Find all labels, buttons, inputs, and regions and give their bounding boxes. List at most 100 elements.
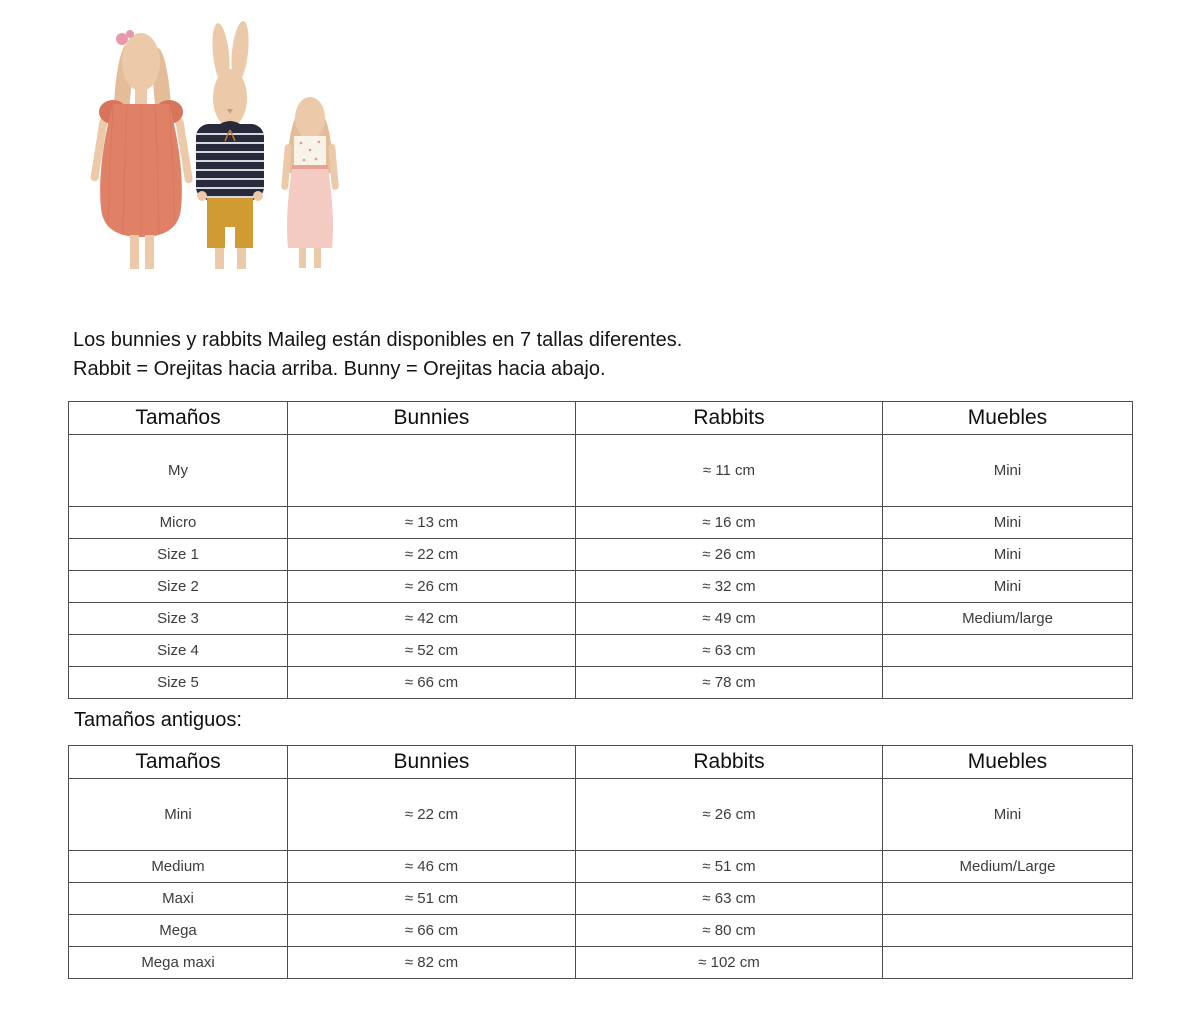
table-cell: Mini xyxy=(882,506,1133,539)
doll-head xyxy=(122,33,160,91)
doll-arm xyxy=(90,117,108,182)
table-cell: ≈ 66 cm xyxy=(287,914,576,947)
table-row: Mini ≈ 22 cm ≈ 26 cm Mini xyxy=(68,778,1133,851)
table-row: Size 5 ≈ 66 cm ≈ 78 cm xyxy=(68,666,1133,699)
doll-hand xyxy=(197,191,207,201)
table-cell: ≈ 78 cm xyxy=(575,666,883,699)
doll-arm xyxy=(328,143,339,190)
doll-head xyxy=(295,97,325,139)
old-size-table: Tamaños Bunnies Rabbits Muebles Mini ≈ 22 cm… xyxy=(68,745,1133,979)
table-cell: Medium xyxy=(68,850,288,883)
flower-icon xyxy=(126,30,134,38)
table-cell: Size 2 xyxy=(68,570,288,603)
table-row: My ≈ 11 cm Mini xyxy=(68,434,1133,507)
intro-line-2: Rabbit = Orejitas hacia arriba. Bunny = … xyxy=(73,358,606,380)
table-row: Size 2 ≈ 26 cm ≈ 32 cm Mini xyxy=(68,570,1133,603)
table-cell: Size 1 xyxy=(68,538,288,571)
doll-leg xyxy=(145,235,154,269)
table-row: Size 1 ≈ 22 cm ≈ 26 cm Mini xyxy=(68,538,1133,571)
table-cell: Mini xyxy=(882,570,1133,603)
striped-hoodie xyxy=(196,124,264,200)
table-row: Mega ≈ 66 cm ≈ 80 cm xyxy=(68,914,1133,947)
size-table: Tamaños Bunnies Rabbits Muebles My ≈ 11 cm Mi… xyxy=(68,401,1133,699)
header-row: Tamaños Bunnies Rabbits Muebles xyxy=(68,745,1133,779)
column-header: Tamaños xyxy=(68,745,288,779)
medium-rabbit-doll xyxy=(196,21,264,269)
intro-line-1: Los bunnies y rabbits Maileg están dispo… xyxy=(73,329,683,351)
doll-leg xyxy=(299,248,306,268)
table-cell: Mini xyxy=(68,778,288,851)
column-header: Muebles xyxy=(882,401,1133,435)
table-cell: Size 4 xyxy=(68,634,288,667)
floral-dots xyxy=(299,140,321,162)
old-sizes-heading: Tamaños antiguos: xyxy=(74,709,242,731)
table-cell: My xyxy=(68,434,288,507)
table-cell: Maxi xyxy=(68,882,288,915)
table-cell: Mini xyxy=(882,778,1133,851)
intro-text: Los bunnies y rabbits Maileg están dispo… xyxy=(73,326,1200,384)
table-cell: Size 3 xyxy=(68,602,288,635)
doll-leg xyxy=(314,248,321,268)
table-cell: ≈ 22 cm xyxy=(287,538,576,571)
table-cell xyxy=(882,882,1133,915)
table-cell: ≈ 63 cm xyxy=(575,882,883,915)
knit-texture xyxy=(107,104,176,237)
doll-leg xyxy=(215,248,224,269)
column-header: Muebles xyxy=(882,745,1133,779)
mustard-shorts xyxy=(207,198,253,248)
hoodie-toggle xyxy=(224,129,236,142)
table-cell: ≈ 22 cm xyxy=(287,778,576,851)
table-cell: Mega maxi xyxy=(68,946,288,979)
table-cell: Mini xyxy=(882,434,1133,507)
table-row: Mega maxi ≈ 82 cm ≈ 102 cm xyxy=(68,946,1133,979)
table-cell: ≈ 26 cm xyxy=(575,778,883,851)
table-cell: ≈ 82 cm xyxy=(287,946,576,979)
table-cell xyxy=(882,666,1133,699)
large-bunny-doll xyxy=(90,30,193,269)
table-cell: ≈ 26 cm xyxy=(287,570,576,603)
table-cell: ≈ 63 cm xyxy=(575,634,883,667)
table-cell: ≈ 49 cm xyxy=(575,602,883,635)
table-cell: ≈ 32 cm xyxy=(575,570,883,603)
table-cell: Medium/Large xyxy=(882,850,1133,883)
hood-collar xyxy=(217,121,243,132)
table-row: Micro ≈ 13 cm ≈ 16 cm Mini xyxy=(68,506,1133,539)
table-cell: ≈ 52 cm xyxy=(287,634,576,667)
column-header: Tamaños xyxy=(68,401,288,435)
doll-hand xyxy=(253,191,263,201)
table-row: Size 4 ≈ 52 cm ≈ 63 cm xyxy=(68,634,1133,667)
column-header: Bunnies xyxy=(287,401,576,435)
table-cell: ≈ 42 cm xyxy=(287,602,576,635)
table-cell xyxy=(882,634,1133,667)
doll-nose xyxy=(227,109,233,114)
table-row: Medium ≈ 46 cm ≈ 51 cm Medium/Large xyxy=(68,850,1133,883)
column-header: Bunnies xyxy=(287,745,576,779)
table-cell: ≈ 80 cm xyxy=(575,914,883,947)
table-cell xyxy=(882,946,1133,979)
table-cell: ≈ 46 cm xyxy=(287,850,576,883)
table-cell: ≈ 16 cm xyxy=(575,506,883,539)
table-cell: Size 5 xyxy=(68,666,288,699)
product-photo xyxy=(83,12,383,272)
table-cell: ≈ 11 cm xyxy=(575,434,883,507)
table-cell: Mega xyxy=(68,914,288,947)
pink-skirt xyxy=(287,169,333,248)
table-cell: ≈ 102 cm xyxy=(575,946,883,979)
column-header: Rabbits xyxy=(575,745,883,779)
table-cell xyxy=(287,434,576,507)
small-bunny-doll xyxy=(281,97,339,268)
page: Los bunnies y rabbits Maileg están dispo… xyxy=(0,12,1200,979)
table-cell: Micro xyxy=(68,506,288,539)
flower-icon xyxy=(116,33,128,45)
table-row: Maxi ≈ 51 cm ≈ 63 cm xyxy=(68,882,1133,915)
table-cell: ≈ 66 cm xyxy=(287,666,576,699)
table-cell: ≈ 51 cm xyxy=(575,850,883,883)
rabbit-ear-icon xyxy=(231,21,249,83)
doll-arm xyxy=(175,117,193,184)
header-row: Tamaños Bunnies Rabbits Muebles xyxy=(68,401,1133,435)
table-cell: Mini xyxy=(882,538,1133,571)
floral-top xyxy=(294,136,326,167)
table-cell: ≈ 26 cm xyxy=(575,538,883,571)
waistband xyxy=(292,165,328,169)
doll-head xyxy=(213,69,247,127)
